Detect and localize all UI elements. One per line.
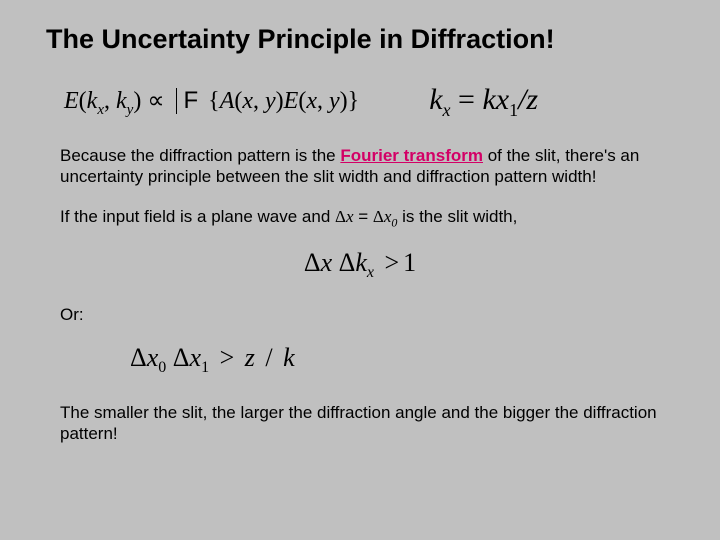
fourier-transform-label: Fourier transform xyxy=(340,146,483,165)
paragraph-2: If the input field is a plane wave and Δ… xyxy=(60,206,670,230)
equation-row: E(kx, ky) ∝ F {A(x, y)E(x, y)} kx = kx1/… xyxy=(64,83,680,121)
kx-equation: kx = kx1/z xyxy=(429,83,538,121)
paragraph-1: Because the diffraction pattern is the F… xyxy=(60,145,670,188)
uncertainty-inequality-2: Δx0 Δx1 > z / k xyxy=(130,343,680,377)
uncertainty-inequality-1: Δx Δkx >1 xyxy=(40,248,680,282)
slide-title: The Uncertainty Principle in Diffraction… xyxy=(46,24,680,55)
or-label: Or: xyxy=(60,304,670,325)
fourier-equation-left: E(kx, ky) ∝ F {A(x, y)E(x, y)} xyxy=(64,86,359,119)
paragraph-3: The smaller the slit, the larger the dif… xyxy=(60,402,670,445)
